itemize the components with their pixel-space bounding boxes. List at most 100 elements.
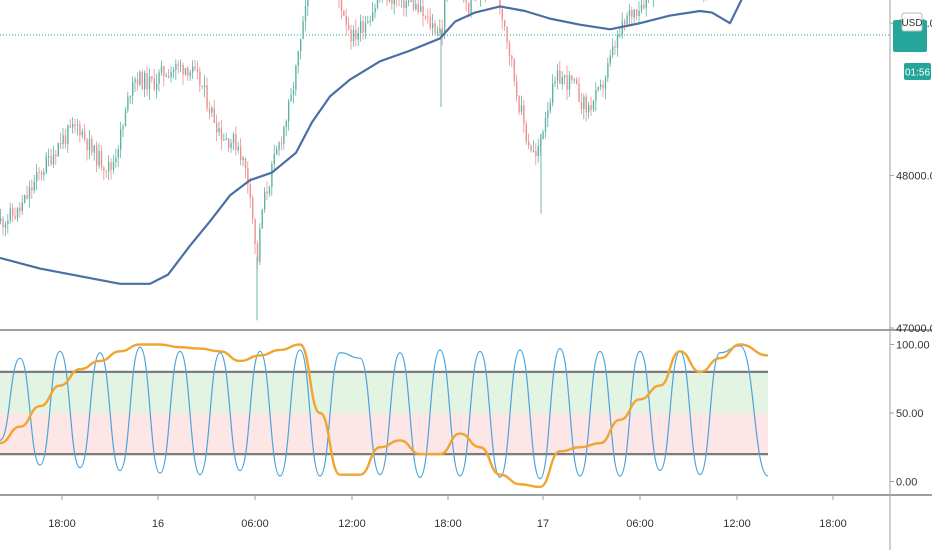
candle-body [422,6,424,17]
candle-body [206,85,208,109]
candle-body [528,141,530,146]
candle-up [225,132,227,141]
candle-body [580,102,583,110]
candle-up [148,68,151,101]
time-tick-label: 06:00 [241,518,269,530]
candle-body [614,46,616,48]
candle-body [276,149,278,155]
candle-up [364,15,367,39]
candle-body [295,65,297,90]
candle-up [33,174,35,194]
candle-down [636,8,638,21]
candle-down [201,85,203,90]
candle-up [180,59,182,73]
candle-body [386,0,388,1]
candle-body [520,105,523,112]
candle-body [40,172,43,176]
candle-down [578,76,580,103]
candle-body [645,0,647,9]
candle-body [208,108,211,113]
candle-down [513,57,515,87]
candle-down [254,218,256,255]
candle-body [278,142,280,150]
candle-body [103,167,105,171]
candle-down [576,77,578,85]
candle-body [297,51,299,66]
candle-up [640,0,643,14]
candle-down [422,0,424,27]
candle-up [52,145,55,168]
candle-down [508,40,511,66]
candle-down [14,207,16,220]
candle-body [151,76,153,79]
candle-up [564,74,566,85]
candle-up [357,27,359,46]
candle-up [552,74,554,107]
candle-body [201,85,203,88]
candle-body [590,105,592,110]
candle-down [91,135,93,156]
candle-down [535,143,537,166]
candle-body [45,156,47,173]
candle-down [187,65,189,81]
candle-down [100,145,103,171]
candle-body [28,187,31,199]
candle-up [381,0,383,3]
candle-down [396,0,398,7]
currency-badge[interactable] [901,12,923,32]
candle-body [352,29,355,42]
price-tick-label: 48000.00 [896,171,932,183]
candle-body [530,145,532,152]
candle-body [292,89,295,95]
candle-down [31,179,33,199]
candle-up [393,0,395,15]
candle-body [136,79,139,85]
candle-body [189,72,191,76]
candle-up [532,140,535,153]
price-badges: USD 01:56 [893,12,931,80]
candle-body [148,76,151,90]
candle-down [69,118,71,129]
candle-down [199,67,201,93]
candle-body [86,139,88,151]
time-tick-label: 16 [152,518,164,530]
candle-down [412,0,415,12]
candle-down [643,0,645,10]
time-tick-label: 18:00 [819,518,847,530]
candle-up [638,1,640,25]
candle-up [158,69,160,92]
candle-body [405,1,407,8]
candle-up [372,1,374,22]
candle-body [417,4,419,12]
candle-up [72,117,74,134]
candle-body [537,146,539,157]
candle-body [376,0,379,8]
candle-body [343,10,345,16]
candle-body [561,77,563,84]
candle-down [624,18,626,31]
candle-body [345,15,347,25]
candle-up [292,81,295,104]
candle-down [266,181,268,201]
candle-body [108,162,110,172]
candle-body [129,96,131,98]
price-pane[interactable] [0,0,890,321]
candle-body [19,207,21,212]
candle-body [283,126,285,144]
candle-down [525,120,527,146]
stochastic-pane[interactable] [0,343,769,489]
candle-up [588,101,590,119]
candle-up [261,208,263,229]
candle-up [444,0,446,39]
candle-up [597,86,599,92]
candle-up [170,66,172,83]
candle-body [98,150,100,166]
candle-body [184,67,187,75]
candle-down [136,72,139,91]
candle-body [535,151,537,157]
countdown-badge [904,63,931,80]
candle-up [537,138,539,163]
candle-up [285,119,287,136]
candle-body [170,71,172,78]
candle-body [549,102,551,111]
